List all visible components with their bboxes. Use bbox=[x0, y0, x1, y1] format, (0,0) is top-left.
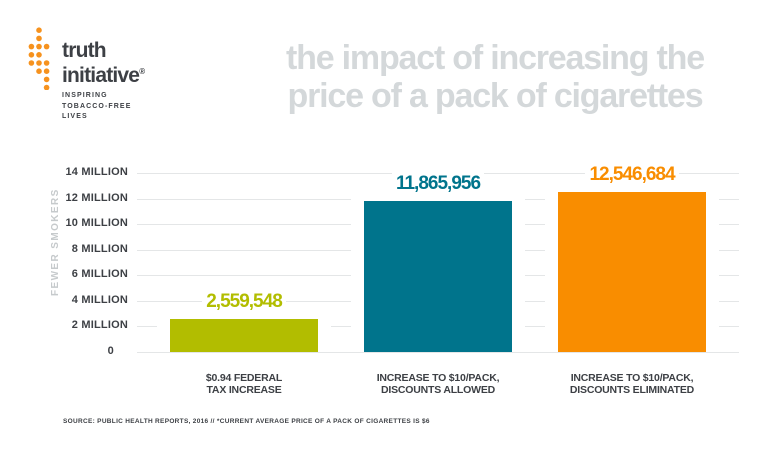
y-tick-label: 4 MILLION bbox=[71, 293, 128, 306]
gridline bbox=[137, 351, 739, 353]
logo-tagline: INSPIRING TOBACCO-FREE LIVES bbox=[62, 91, 145, 123]
category-label-line: INCREASE TO $10/PACK, bbox=[376, 372, 500, 384]
y-tick-label: 10 MILLION bbox=[65, 217, 128, 229]
bar-halo bbox=[545, 189, 719, 352]
category-label: INCREASE TO $10/PACK, DISCOUNTS ELIMINATE… bbox=[522, 372, 742, 396]
tagline-line: TOBACCO-FREE bbox=[62, 102, 132, 110]
registered-trademark-symbol: ® bbox=[139, 67, 146, 76]
logo-wordmark: truth initiative® bbox=[62, 40, 145, 86]
bar bbox=[170, 319, 318, 352]
logo-text: truth initiative® INSPIRING TOBACCO-FREE… bbox=[62, 40, 145, 123]
bar-value-label: 11,865,956 bbox=[391, 172, 485, 197]
bar-halo bbox=[157, 316, 331, 352]
y-tick-label: 6 MILLION bbox=[71, 268, 128, 280]
category-label-line: DISCOUNTS ELIMINATED bbox=[569, 383, 695, 396]
bar-column: 2,559,548 bbox=[157, 291, 331, 352]
bar-column: 11,865,956 bbox=[351, 172, 525, 352]
y-tick-label: 12 MILLION bbox=[65, 191, 128, 204]
category-label-line: TAX INCREASE bbox=[206, 383, 282, 396]
logo-wordmark-line2: initiative bbox=[62, 64, 140, 87]
truth-initiative-logo-icon bbox=[28, 27, 50, 90]
y-tick-label: 2 MILLION bbox=[71, 319, 128, 331]
category-label: INCREASE TO $10/PACK, DISCOUNTS ALLOWED bbox=[328, 372, 548, 396]
bar-column: 12,546,684 bbox=[545, 164, 719, 352]
page-title-line1: the impact of increasing the bbox=[286, 39, 705, 77]
tagline-line: LIVES bbox=[62, 113, 88, 120]
tagline-line: INSPIRING bbox=[62, 92, 108, 99]
bar-value-label: 2,559,548 bbox=[202, 291, 286, 316]
y-tick-label: 0 bbox=[107, 344, 114, 357]
category-label-line: INCREASE TO $10/PACK, bbox=[570, 372, 694, 384]
page-title-line2: price of a pack of cigarettes bbox=[287, 77, 704, 115]
bar bbox=[558, 192, 706, 352]
plot-area: 2,559,548 11,865,956 12,546,684 bbox=[137, 164, 739, 353]
source-note: SOURCE: PUBLIC HEALTH REPORTS, 2016 // *… bbox=[63, 418, 430, 425]
category-label: $0.94 FEDERAL TAX INCREASE bbox=[134, 372, 354, 396]
y-tick-label: 14 MILLION bbox=[65, 166, 128, 178]
page-title: the impact of increasing the price of a … bbox=[245, 39, 745, 115]
logo-wordmark-line1: truth bbox=[62, 39, 107, 62]
category-label-line: $0.94 FEDERAL bbox=[205, 372, 283, 384]
bar-halo bbox=[351, 197, 525, 352]
category-label-line: DISCOUNTS ALLOWED bbox=[380, 383, 496, 396]
bar bbox=[364, 200, 512, 352]
y-tick-label: 8 MILLION bbox=[71, 242, 128, 255]
bar-value-label: 12,546,684 bbox=[585, 164, 679, 188]
